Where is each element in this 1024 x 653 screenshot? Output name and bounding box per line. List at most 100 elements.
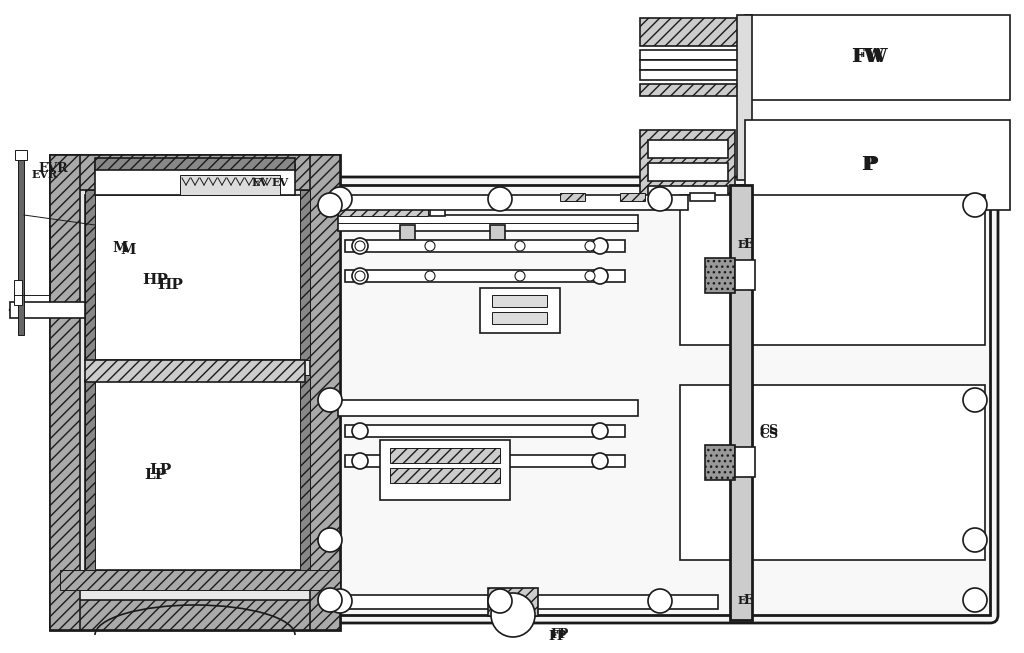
Bar [745, 120, 1010, 210]
Bar [85, 360, 305, 382]
Bar [50, 155, 340, 630]
Bar [338, 215, 638, 231]
Circle shape [318, 588, 342, 612]
Bar [10, 302, 85, 318]
Text: FP: FP [549, 629, 567, 643]
Bar [640, 130, 735, 205]
Bar [390, 448, 500, 463]
Circle shape [515, 241, 525, 251]
Circle shape [488, 589, 512, 613]
Text: CS: CS [760, 424, 779, 436]
Circle shape [963, 528, 987, 552]
Text: E: E [743, 238, 753, 251]
Circle shape [318, 193, 342, 217]
Text: LP: LP [148, 463, 171, 477]
Bar [430, 208, 445, 216]
Bar [735, 447, 755, 477]
Bar [85, 190, 95, 360]
Bar [680, 195, 985, 345]
Text: E: E [738, 240, 746, 251]
Bar [338, 195, 688, 210]
Circle shape [585, 271, 595, 281]
Bar [310, 185, 990, 615]
Bar [345, 455, 625, 467]
Bar [400, 225, 415, 240]
Circle shape [352, 268, 368, 284]
Circle shape [355, 241, 365, 251]
Text: M: M [120, 243, 135, 257]
Bar [85, 380, 305, 570]
Circle shape [425, 271, 435, 281]
Text: EVR: EVR [32, 170, 58, 180]
Bar [338, 400, 638, 416]
Circle shape [318, 388, 342, 412]
Bar [180, 175, 280, 195]
Circle shape [490, 593, 535, 637]
Circle shape [648, 589, 672, 613]
Text: CS: CS [760, 428, 779, 441]
Bar [735, 260, 755, 290]
Text: P: P [861, 156, 874, 174]
Circle shape [352, 238, 368, 254]
Text: E: E [738, 594, 746, 605]
Text: HP: HP [142, 273, 168, 287]
Text: P: P [862, 156, 878, 174]
Bar [492, 295, 547, 307]
Bar [345, 270, 625, 282]
Text: EVR: EVR [38, 161, 68, 174]
Circle shape [352, 453, 368, 469]
Bar [345, 425, 625, 437]
Bar [648, 140, 728, 158]
Circle shape [352, 423, 368, 439]
Bar [345, 240, 625, 252]
Text: EV: EV [272, 176, 289, 187]
Circle shape [592, 268, 608, 284]
Bar [488, 588, 538, 616]
Bar [648, 186, 728, 198]
Circle shape [963, 193, 987, 217]
Text: HP: HP [157, 278, 183, 292]
Circle shape [648, 187, 672, 211]
FancyBboxPatch shape [302, 177, 998, 623]
Circle shape [963, 388, 987, 412]
Text: E: E [743, 594, 753, 607]
Bar [50, 155, 340, 190]
Bar [95, 158, 295, 170]
Bar [492, 312, 547, 324]
Bar [560, 193, 585, 201]
Circle shape [592, 238, 608, 254]
Circle shape [592, 423, 608, 439]
Bar [648, 163, 728, 181]
Bar [640, 60, 745, 70]
Bar [490, 225, 505, 240]
Circle shape [355, 271, 365, 281]
Bar [737, 15, 752, 180]
Circle shape [328, 187, 352, 211]
Bar [730, 185, 752, 620]
Bar [680, 385, 985, 560]
Circle shape [328, 589, 352, 613]
Circle shape [585, 241, 595, 251]
Bar [338, 208, 428, 216]
Circle shape [425, 241, 435, 251]
Text: LP: LP [144, 468, 166, 482]
Bar [705, 258, 735, 293]
Circle shape [963, 588, 987, 612]
Bar [50, 600, 340, 630]
Bar [14, 280, 22, 305]
Text: FW: FW [852, 48, 885, 66]
Bar [380, 440, 510, 500]
Text: M: M [113, 241, 128, 255]
Bar [640, 18, 745, 46]
Circle shape [318, 528, 342, 552]
Circle shape [592, 453, 608, 469]
Bar [95, 165, 295, 195]
Text: FW: FW [852, 48, 888, 66]
Bar [480, 288, 560, 333]
Bar [18, 155, 24, 335]
Bar [705, 445, 735, 480]
Bar [390, 468, 500, 483]
Bar [85, 195, 305, 360]
Circle shape [488, 187, 512, 211]
Bar [15, 150, 27, 160]
